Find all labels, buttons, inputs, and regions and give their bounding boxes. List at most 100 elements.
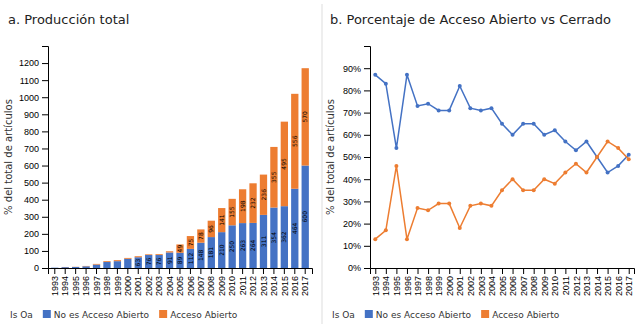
x-tick-label: 2012: [572, 276, 582, 296]
point: [606, 171, 610, 175]
data-label: 91: [166, 256, 173, 264]
y-tick: 50%: [343, 152, 370, 162]
x-tick-mark: [396, 268, 397, 274]
x-tick-mark: [555, 268, 556, 274]
x-tick-label: 2003: [154, 276, 164, 296]
x-tick: 2002: [466, 268, 476, 296]
point: [500, 188, 504, 192]
x-tick: 2003: [154, 268, 164, 296]
x-tick-label: 1998: [102, 276, 112, 296]
point: [595, 155, 599, 159]
y-tick: 0%: [348, 263, 370, 273]
y-axis: 0%10%20%30%40%50%60%70%80%90%: [343, 47, 371, 274]
x-tick: 2005: [498, 268, 508, 296]
data-label: 49: [176, 245, 183, 253]
data-labels: 6376769189112148181210250263264311354362…: [134, 111, 308, 266]
x-tick-label: 1997: [413, 276, 423, 296]
point: [627, 153, 631, 157]
x-axis-line: [371, 269, 635, 275]
point: [532, 122, 536, 126]
y-axis-title: % del total de artículos: [3, 99, 14, 215]
x-tick-mark: [618, 268, 619, 274]
x-tick-mark: [629, 268, 630, 274]
y-tick: 600: [24, 161, 48, 171]
x-tick-label: 2015: [603, 276, 613, 296]
x-tick-label: 2010: [227, 276, 237, 296]
x-tick: 2007: [196, 268, 206, 296]
y-tick-mark: [42, 217, 48, 218]
x-tick-mark: [586, 268, 587, 274]
title: b. Porcentaje de Acceso Abierto vs Cerra…: [330, 12, 611, 27]
point: [479, 202, 483, 206]
bar: [239, 223, 246, 268]
point: [416, 104, 420, 108]
y-tick-label: 400: [24, 195, 39, 205]
bar: [166, 252, 173, 268]
y-tick-label: 700: [24, 144, 39, 154]
x-tick-label: 1997: [92, 276, 102, 296]
x-tick-mark: [375, 268, 376, 274]
x-tick: 2016: [290, 268, 300, 296]
x-tick-mark: [534, 268, 535, 274]
legend-label: No es Acceso Abierto: [376, 310, 472, 320]
bar-series: [51, 166, 309, 268]
point: [574, 162, 578, 166]
point: [489, 204, 493, 208]
data-label: 362: [280, 231, 287, 243]
y-axis: 0100200300400500600700800900100011001200: [19, 47, 49, 274]
data-label: 495: [280, 158, 287, 170]
bar: [155, 255, 162, 268]
x-tick-label: 2006: [186, 276, 196, 296]
x-tick-label: 2016: [614, 276, 624, 296]
point: [616, 146, 620, 150]
x-tick-label: 2013: [259, 276, 269, 296]
bar: [72, 267, 79, 268]
x-tick-mark: [75, 268, 76, 274]
data-label: 210: [218, 244, 225, 256]
bar: [197, 229, 204, 242]
point: [405, 73, 409, 77]
y-tick-mark: [364, 135, 370, 136]
point: [384, 228, 388, 232]
x-tick-label: 2001: [133, 276, 143, 296]
bar: [62, 267, 69, 268]
x-tick-mark: [180, 268, 181, 274]
y-tick-mark: [42, 63, 48, 64]
x-tick-mark: [273, 268, 274, 274]
data-label: 181: [207, 247, 214, 259]
bar: [208, 221, 215, 237]
x-tick-mark: [253, 268, 254, 274]
panel: 0%10%20%30%40%50%60%70%80%90%% del total…: [325, 12, 635, 320]
x-tick-label: 2002: [466, 276, 476, 296]
plot: 0%10%20%30%40%50%60%70%80%90%% del total…: [325, 47, 635, 297]
bar: [260, 175, 267, 215]
figure: 0100200300400500600700800900100011001200…: [0, 0, 644, 328]
x-tick-mark: [200, 268, 201, 274]
x-tick-mark: [576, 268, 577, 274]
x-tick-mark: [565, 268, 566, 274]
y-tick: 30%: [343, 197, 370, 207]
x-tick-mark: [221, 268, 222, 274]
x-tick-mark: [138, 268, 139, 274]
x-tick-mark: [242, 268, 243, 274]
x-tick-mark: [211, 268, 212, 274]
x-tick-label: 2000: [123, 276, 133, 296]
x-tick-label: 2002: [144, 276, 154, 296]
y-tick-mark: [364, 224, 370, 225]
x-tick: 1994: [381, 268, 391, 296]
data-label: 155: [228, 206, 235, 218]
x-tick: 2008: [529, 268, 539, 296]
y-tick: 900: [24, 110, 48, 120]
legend-title: Is Oa: [10, 310, 33, 320]
x-tick-mark: [169, 268, 170, 274]
x-tick-mark: [428, 268, 429, 274]
y-axis-title: % del total de artículos: [325, 99, 336, 215]
x-tick: 2015: [603, 268, 613, 296]
data-label: 311: [260, 236, 267, 248]
x-tick: 1994: [60, 268, 70, 296]
point: [447, 108, 451, 112]
x-tick-mark: [117, 268, 118, 274]
point: [479, 108, 483, 112]
x-tick-label: 1993: [371, 276, 381, 296]
y-tick-mark: [42, 148, 48, 149]
